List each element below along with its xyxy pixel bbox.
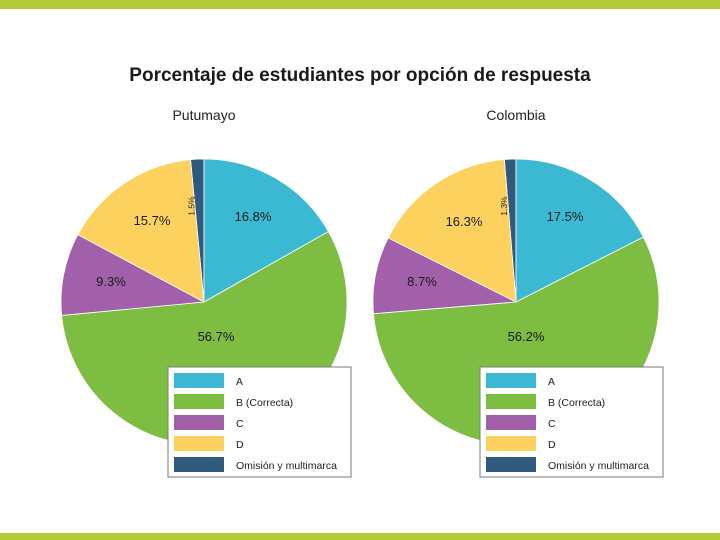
legend-swatch-putumayo-omision [174,457,224,472]
legend-label-colombia-d: D [548,439,556,451]
pie-slice-colombia-a [515,158,644,303]
legend-label-colombia-omision: Omisión y multimarca [548,460,649,472]
slice-label-putumayo-c: 9.3% [96,274,126,289]
chart-title: Porcentaje de estudiantes por opción de … [129,65,591,86]
slice-label-colombia-a: 17.5% [547,209,584,224]
slice-label-colombia-omision: 1.3% [499,196,509,216]
slice-label-colombia-d: 16.3% [446,214,483,229]
pie-slice-putumayo-d [77,159,205,303]
legend-swatch-colombia-d [486,436,536,451]
slice-label-putumayo-omision: 1.5% [186,196,196,216]
top-accent-band [0,0,720,9]
pie-subtitle-putumayo: Putumayo [172,107,235,123]
legend-swatch-putumayo-c [174,415,224,430]
legend-label-putumayo-b: B (Correcta) [236,397,293,409]
legend-swatch-colombia-b [486,394,536,409]
legend-label-colombia-a: A [548,376,555,388]
legend-swatch-colombia-a [486,373,536,388]
legend-swatch-colombia-omision [486,457,536,472]
legend-swatch-putumayo-d [174,436,224,451]
slice-label-colombia-c: 8.7% [407,274,437,289]
bottom-accent-band [0,533,720,540]
pie-subtitle-colombia: Colombia [486,107,545,123]
pie-slice-colombia-d [387,159,517,303]
slice-label-putumayo-b: 56.7% [198,329,235,344]
pie-slice-putumayo-c [60,234,206,316]
slice-label-putumayo-a: 16.8% [235,209,272,224]
legend-label-putumayo-a: A [236,376,243,388]
legend-label-colombia-b: B (Correcta) [548,397,605,409]
slice-label-colombia-b: 56.2% [508,329,545,344]
pie-panel-putumayo: Putumayo 1.5% 16.8% 56.7% 9.3% 15.7% A B (Corre… [60,107,352,478]
legend-label-colombia-c: C [548,418,556,430]
legend-swatch-putumayo-a [174,373,224,388]
legend-label-putumayo-c: C [236,418,244,430]
legend-label-putumayo-omision: Omisión y multimarca [236,460,337,472]
legend-swatch-putumayo-b [174,394,224,409]
pie-slice-putumayo-a [203,158,329,303]
pie-panel-colombia: Colombia 1.3% 17.5% 56.2% 8.7% 16.3% A B (Corre… [372,107,664,478]
slice-label-putumayo-d: 15.7% [134,213,171,228]
legend-label-putumayo-d: D [236,439,244,451]
legend-swatch-colombia-c [486,415,536,430]
